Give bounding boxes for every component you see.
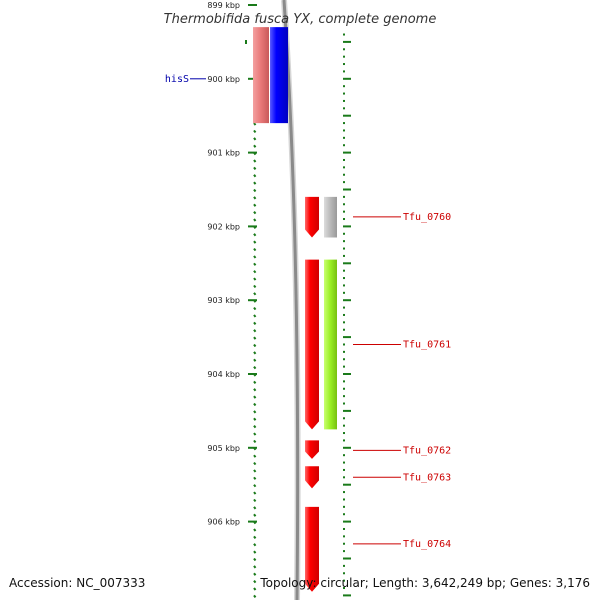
- minor-tick-left: [253, 388, 257, 392]
- minor-tick-left: [253, 565, 257, 569]
- genome-summary-text: Topology: circular; Length: 3,642,249 bp…: [259, 576, 590, 590]
- minor-tick-left: [253, 343, 257, 348]
- minor-tick-left: [253, 506, 257, 510]
- scale-tick-label: 900 kbp: [207, 75, 240, 84]
- minor-tick-left: [253, 247, 257, 252]
- gene-tfu_0761-feature[interactable]: [324, 259, 337, 430]
- minor-tick-left: [253, 432, 257, 436]
- gene-label-tfu_0760[interactable]: Tfu_0760: [403, 212, 451, 223]
- minor-tick-left: [253, 203, 257, 207]
- minor-tick-left: [253, 166, 257, 170]
- minor-tick-left: [253, 351, 257, 355]
- minor-tick-left: [253, 137, 257, 141]
- minor-tick-left: [253, 321, 257, 325]
- scale-tick-label: 902 kbp: [207, 222, 240, 231]
- minor-tick-left: [253, 262, 257, 266]
- minor-tick-left: [253, 144, 257, 148]
- minor-tick-left: [253, 572, 257, 576]
- minor-tick-left: [253, 380, 257, 384]
- gene-features: hisS Tfu_0760 Tfu_0761 Tfu_0762 Tfu_0763 Tfu_…: [165, 27, 451, 592]
- gene-label-tfu_0762[interactable]: Tfu_0762: [403, 445, 451, 456]
- minor-tick-left: [253, 550, 257, 554]
- gene-label-tfu_0761[interactable]: Tfu_0761: [403, 339, 451, 350]
- minor-tick-left: [253, 218, 257, 222]
- minor-tick-left: [253, 535, 257, 539]
- minor-tick-left: [253, 329, 257, 333]
- minor-tick-left: [253, 240, 257, 244]
- gene-label-tfu_0763[interactable]: Tfu_0763: [403, 472, 451, 483]
- gene-hiss[interactable]: [270, 27, 288, 124]
- minor-tick-left: [253, 292, 257, 296]
- minor-tick-left: [253, 358, 257, 362]
- minor-tick-left: [253, 484, 257, 488]
- minor-tick-left: [253, 498, 257, 503]
- gene-tfu_0760[interactable]: [305, 196, 319, 238]
- gene-tfu_0761[interactable]: [305, 259, 319, 430]
- minor-tick-left: [253, 277, 257, 281]
- minor-tick-left: [253, 528, 257, 532]
- minor-tick-left: [253, 306, 257, 311]
- gene-label-tfu_0764[interactable]: Tfu_0764: [403, 539, 451, 550]
- minor-tick-left: [253, 366, 257, 370]
- minor-tick-left: [253, 159, 257, 163]
- minor-tick-left: [253, 181, 257, 185]
- minor-tick-left: [253, 211, 257, 215]
- gene-tfu_0762[interactable]: [305, 440, 319, 459]
- minor-tick-left: [253, 395, 257, 399]
- minor-tick-left: [253, 417, 257, 421]
- minor-tick-left: [253, 188, 257, 193]
- scale-ticks: 899 kbp 900 kbp 901 kbp 902 kbp 903 kbp 904 k…: [207, 1, 257, 527]
- minor-tick-left: [253, 270, 257, 274]
- minor-tick-left: [253, 425, 257, 429]
- gene-tfu_0763[interactable]: [305, 466, 319, 489]
- gene-tfu_0764[interactable]: [305, 506, 319, 592]
- minor-tick-left: [253, 410, 257, 414]
- gene-tfu_0760-feature[interactable]: [324, 196, 337, 238]
- minor-tick-left: [253, 314, 257, 318]
- map-title: Thermobifida fusca YX, complete genome: [164, 12, 437, 27]
- minor-tick-left: [253, 196, 257, 200]
- minor-tick-left: [253, 594, 257, 599]
- gene-label-hiss[interactable]: hisS: [165, 74, 189, 85]
- minor-tick-left: [253, 587, 257, 591]
- minor-tick-left: [253, 284, 257, 289]
- minor-tick-left: [253, 439, 257, 444]
- minor-tick-left: [253, 513, 257, 517]
- minor-tick-left: [253, 557, 257, 562]
- gene-hiss-related[interactable]: [253, 27, 269, 124]
- scale-tick-label: 899 kbp: [207, 1, 240, 10]
- minor-tick-left: [253, 129, 257, 134]
- minor-tick-left: [253, 233, 257, 237]
- scale-tick-label: 906 kbp: [207, 518, 240, 527]
- minor-tick-left: [253, 469, 257, 473]
- minor-tick-left: [253, 491, 257, 495]
- minor-tick-left: [253, 255, 257, 259]
- minor-tick-left: [253, 454, 257, 458]
- minor-tick-left: [253, 461, 257, 466]
- minor-tick-left: [253, 174, 257, 178]
- accession-text: Accession: NC_007333: [9, 576, 145, 590]
- scale-tick-label: 901 kbp: [207, 149, 240, 158]
- minor-tick-left: [253, 580, 257, 584]
- minor-tick-left: [253, 543, 257, 547]
- scale-tick-label: 904 kbp: [207, 370, 240, 379]
- minor-tick-left: [253, 336, 257, 340]
- minor-tick-left: [253, 402, 257, 407]
- minor-tick-left: [253, 122, 257, 126]
- scale-tick-label: 905 kbp: [207, 444, 240, 453]
- minor-tick-left: [253, 476, 257, 480]
- scale-tick-label: 903 kbp: [207, 296, 240, 305]
